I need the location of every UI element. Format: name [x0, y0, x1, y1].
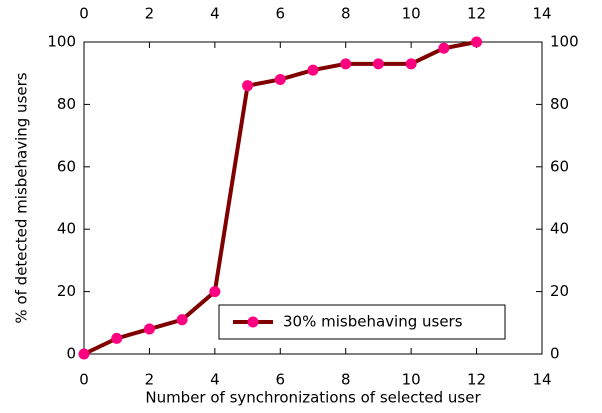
y-tick-label: 40: [57, 220, 76, 238]
x-tick-label: 8: [341, 371, 351, 389]
marker: [111, 332, 123, 344]
x-tick-label: 12: [467, 371, 486, 389]
y-tick-label: 80: [57, 95, 76, 113]
y-tick-label-right: 20: [550, 282, 569, 300]
y-tick-label-right: 100: [550, 33, 579, 51]
marker: [405, 58, 417, 70]
marker: [209, 286, 221, 298]
y-tick-label: 20: [57, 282, 76, 300]
y-tick-label-right: 0: [550, 345, 560, 363]
y-tick-label-right: 40: [550, 220, 569, 238]
x-tick-label: 6: [276, 371, 286, 389]
marker: [176, 314, 188, 326]
marker: [340, 58, 352, 70]
marker: [143, 323, 155, 335]
x-tick-label-top: 6: [276, 5, 286, 23]
x-tick-label-top: 8: [341, 5, 351, 23]
marker: [274, 73, 286, 85]
x-tick-label-top: 14: [532, 5, 551, 23]
x-tick-label: 4: [210, 371, 220, 389]
x-tick-label-top: 0: [79, 5, 89, 23]
legend-marker: [247, 316, 259, 328]
marker: [471, 36, 483, 48]
x-axis-label: Number of synchronizations of selected u…: [145, 389, 481, 407]
x-tick-label-top: 4: [210, 5, 220, 23]
plot-frame: [83, 41, 543, 355]
marker: [438, 42, 450, 54]
legend-label: 30% misbehaving users: [283, 313, 463, 331]
x-tick-label-top: 2: [145, 5, 155, 23]
marker: [78, 348, 90, 360]
y-tick-label: 60: [57, 157, 76, 175]
x-tick-label-top: 10: [402, 5, 421, 23]
y-tick-label-right: 80: [550, 95, 569, 113]
y-tick-label-right: 60: [550, 157, 569, 175]
marker: [372, 58, 384, 70]
marker: [242, 80, 254, 92]
x-tick-label: 0: [79, 371, 89, 389]
x-tick-label: 10: [402, 371, 421, 389]
x-tick-label-top: 12: [467, 5, 486, 23]
y-tick-label: 100: [47, 33, 76, 51]
marker: [307, 64, 319, 76]
x-tick-label: 14: [532, 371, 551, 389]
y-tick-label: 0: [66, 345, 76, 363]
x-tick-label: 2: [145, 371, 155, 389]
y-axis-label: % of detected misbehaving users: [13, 72, 31, 323]
